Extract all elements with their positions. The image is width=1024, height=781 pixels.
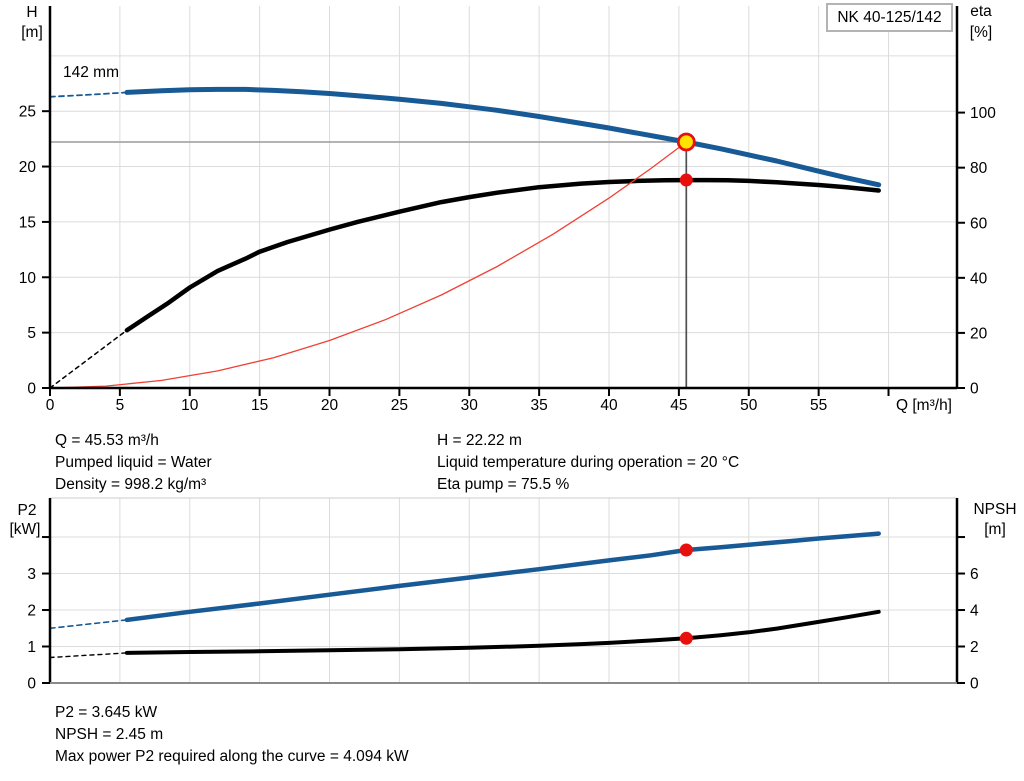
tick-label: 15 (251, 397, 268, 414)
info-eta-pump: Eta pump = 75.5 % (437, 476, 570, 493)
info-npsh: NPSH = 2.45 m (55, 726, 164, 743)
tick-label: 80 (970, 160, 988, 177)
info-max-power: Max power P2 required along the curve = … (55, 748, 409, 765)
p2-duty-dot (679, 543, 693, 557)
tick-label: 40 (970, 270, 988, 287)
qh-eta-chart: 0 5 10 15 20 25 0 20 40 60 80 100 0 5 10 15 20 25 30 35 40 45… (19, 6, 996, 414)
tick-label: 0 (970, 676, 979, 693)
tick-label: 5 (116, 397, 125, 414)
bottom-chart-yleft-title: P2 (17, 502, 37, 519)
tick-label: 10 (19, 270, 37, 287)
info-density: Density = 998.2 kg/m³ (55, 476, 207, 493)
top-chart-yleft-title: H (26, 4, 38, 21)
tick-label: 6 (970, 566, 979, 583)
tick-label: 4 (970, 603, 979, 620)
top-chart-yright-unit: [%] (969, 24, 993, 41)
info-pumped-liquid: Pumped liquid = Water (55, 454, 212, 471)
tick-label: 0 (27, 381, 36, 398)
tick-label: 100 (970, 105, 996, 122)
duty-point-marker (676, 132, 696, 152)
pump-model-label: NK 40-125/142 (837, 8, 942, 26)
p2-npsh-chart: 0 1 2 3 0 2 4 6 (27, 497, 979, 693)
tick-label: 0 (27, 676, 36, 693)
tick-label: 45 (670, 397, 687, 414)
tick-label: 25 (19, 104, 36, 121)
duty-info-left-column: Q = 45.53 m³/h Pumped liquid = Water Den… (55, 430, 212, 496)
bottom-chart-yright-unit: [m] (984, 521, 1006, 538)
tick-label: 50 (740, 397, 758, 414)
duty-info-right-column: H = 22.22 m Liquid temperature during op… (437, 430, 739, 496)
info-liquid-temperature: Liquid temperature during operation = 20… (437, 454, 740, 471)
tick-label: 25 (391, 397, 408, 414)
npsh-curve (124, 609, 881, 655)
tick-label: 60 (970, 215, 988, 232)
npsh-curve-dashed-lead (49, 652, 128, 659)
bottom-chart-yleft-unit: [kW] (9, 521, 41, 538)
head-curve-dashed-lead (49, 91, 128, 98)
tick-label: 1 (27, 639, 36, 656)
eta-curve (124, 177, 881, 333)
tick-label: 40 (600, 397, 618, 414)
eta-duty-dot (679, 173, 693, 187)
p2-curve-dashed-lead (49, 619, 128, 630)
tick-label: 3 (27, 566, 36, 583)
tick-label: 10 (181, 397, 199, 414)
tick-label: 15 (19, 214, 36, 231)
power-info-column: P2 = 3.645 kW NPSH = 2.45 m Max power P2… (55, 702, 409, 768)
tick-label: 35 (531, 397, 548, 414)
tick-label: 0 (46, 397, 55, 414)
eta-curve-dashed-lead (49, 329, 128, 389)
info-flow: Q = 45.53 m³/h (55, 432, 159, 449)
impeller-diameter-label: 142 mm (63, 64, 119, 81)
tick-label: 20 (19, 159, 37, 176)
tick-label: 5 (27, 325, 36, 342)
info-head: H = 22.22 m (437, 432, 522, 449)
p2-curve (124, 531, 881, 623)
npsh-duty-dot (679, 631, 693, 645)
tick-label: 2 (27, 603, 36, 620)
pump-model-box: NK 40-125/142 (826, 3, 953, 32)
tick-label: 55 (810, 397, 827, 414)
tick-label: 20 (970, 325, 988, 342)
top-chart-yright-title: eta (970, 3, 992, 20)
info-p2: P2 = 3.645 kW (55, 704, 158, 721)
top-chart-x-title: Q [m³/h] (896, 397, 952, 414)
bottom-chart-yright-title: NPSH (973, 501, 1017, 518)
tick-label: 30 (461, 397, 479, 414)
tick-label: 2 (970, 639, 979, 656)
system-resistance-parabola (49, 141, 687, 389)
top-chart-yleft-unit: [m] (21, 24, 43, 41)
tick-label: 0 (970, 381, 979, 398)
head-curve-142mm (124, 86, 882, 188)
tick-label: 20 (321, 397, 339, 414)
